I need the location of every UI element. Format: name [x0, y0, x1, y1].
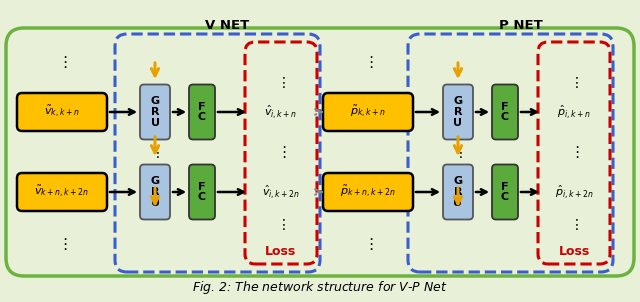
Text: F
C: F C [501, 101, 509, 122]
Text: $\vdots$: $\vdots$ [453, 144, 463, 159]
Text: $\vdots$: $\vdots$ [569, 217, 579, 232]
Text: $\hat{v}_{i,k+2n}$: $\hat{v}_{i,k+2n}$ [262, 183, 300, 201]
Text: $\tilde{v}_{k,k+n}$: $\tilde{v}_{k,k+n}$ [44, 104, 80, 120]
FancyBboxPatch shape [492, 165, 518, 220]
Text: $\vdots$: $\vdots$ [363, 54, 373, 70]
Text: Fig. 2: The network structure for $V$-$P$ $Net$: Fig. 2: The network structure for $V$-$P… [192, 279, 448, 297]
FancyBboxPatch shape [17, 173, 107, 211]
Text: Loss: Loss [266, 245, 296, 258]
Text: $\vdots$: $\vdots$ [276, 75, 286, 89]
Text: $\hat{p}_{i,k+n}$: $\hat{p}_{i,k+n}$ [557, 103, 591, 121]
Text: $\vdots$: $\vdots$ [150, 144, 160, 159]
Text: $\vdots$: $\vdots$ [276, 217, 286, 232]
Text: G
R
U: G R U [453, 176, 463, 208]
Text: $\hat{v}_{i,k+n}$: $\hat{v}_{i,k+n}$ [264, 103, 298, 121]
Text: $\tilde{p}_{k,k+n}$: $\tilde{p}_{k,k+n}$ [350, 104, 386, 120]
FancyBboxPatch shape [443, 85, 473, 140]
Text: V NET: V NET [205, 19, 250, 32]
Text: $\tilde{v}_{k+n,k+2n}$: $\tilde{v}_{k+n,k+2n}$ [35, 184, 90, 200]
Text: G
R
U: G R U [150, 96, 159, 128]
Text: F
C: F C [198, 182, 206, 202]
Text: $\vdots$: $\vdots$ [363, 236, 373, 252]
Text: $\vdots$: $\vdots$ [57, 54, 67, 70]
Text: $\hat{p}_{i,k+2n}$: $\hat{p}_{i,k+2n}$ [555, 183, 593, 201]
Text: G
R
U: G R U [150, 176, 159, 208]
Text: $\vdots$: $\vdots$ [57, 236, 67, 252]
Text: G
R
U: G R U [453, 96, 463, 128]
Text: $\vdots$: $\vdots$ [569, 75, 579, 89]
FancyBboxPatch shape [323, 173, 413, 211]
Text: $\vdots$: $\vdots$ [276, 144, 286, 160]
Text: $\tilde{p}_{k+n,k+2n}$: $\tilde{p}_{k+n,k+2n}$ [340, 184, 396, 200]
Text: Loss: Loss [558, 245, 589, 258]
Text: P NET: P NET [499, 19, 542, 32]
Text: F
C: F C [198, 101, 206, 122]
FancyBboxPatch shape [323, 93, 413, 131]
FancyBboxPatch shape [140, 165, 170, 220]
Text: $\vdots$: $\vdots$ [569, 144, 579, 160]
FancyBboxPatch shape [6, 28, 634, 276]
FancyBboxPatch shape [189, 165, 215, 220]
FancyBboxPatch shape [140, 85, 170, 140]
FancyBboxPatch shape [443, 165, 473, 220]
Text: F
C: F C [501, 182, 509, 202]
FancyBboxPatch shape [492, 85, 518, 140]
FancyBboxPatch shape [17, 93, 107, 131]
FancyBboxPatch shape [189, 85, 215, 140]
